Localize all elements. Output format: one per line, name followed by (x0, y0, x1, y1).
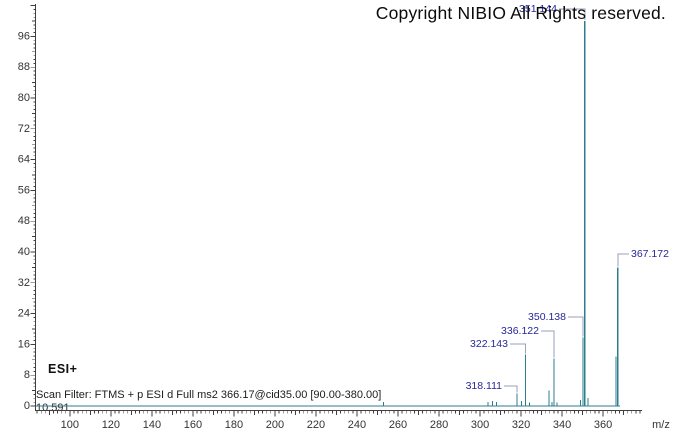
peak-leader (617, 253, 629, 267)
y-tick-label: 80 (18, 92, 30, 104)
y-tick-label: 72 (18, 123, 30, 135)
peak-label: 318.111 (466, 380, 503, 392)
y-tick-label: 64 (18, 154, 30, 166)
peak-leader (510, 343, 526, 354)
y-tick-label: 48 (18, 215, 30, 227)
y-tick-label: 32 (18, 277, 30, 289)
x-tick-label: 240 (348, 419, 366, 431)
scan-filter-text: Scan Filter: FTMS + p ESI d Full ms2 366… (36, 389, 382, 401)
retention-time-label: 10.591 (36, 402, 70, 414)
x-tick-label: 300 (471, 419, 489, 431)
x-tick-label: 320 (512, 419, 530, 431)
x-tick-label: 160 (184, 419, 202, 431)
x-tick-label: 200 (266, 419, 284, 431)
x-tick-label: 340 (553, 419, 571, 431)
y-tick-label: 0 (24, 400, 30, 412)
y-tick-label: 40 (18, 246, 30, 258)
peak-label: 367.172 (631, 248, 669, 260)
y-tick-label: 56 (18, 184, 30, 196)
peak-leader (541, 330, 555, 358)
y-tick-label: 96 (18, 30, 30, 42)
peak-label: 322.143 (470, 338, 508, 350)
ionization-mode-label: ESI+ (48, 362, 78, 376)
y-tick-label: 88 (18, 61, 30, 73)
peak-leader (568, 316, 584, 337)
x-tick-label: 280 (430, 419, 448, 431)
x-tick-label: 100 (61, 419, 79, 431)
peak-label: 336.122 (501, 325, 539, 337)
peak-label: 350.138 (528, 311, 566, 323)
x-tick-label: 360 (594, 419, 612, 431)
x-tick-label: 220 (307, 419, 325, 431)
x-tick-label: 260 (389, 419, 407, 431)
x-tick-label: 140 (143, 419, 161, 431)
y-tick-label: 16 (18, 338, 30, 350)
x-tick-label: 120 (102, 419, 120, 431)
x-tick-label: 180 (225, 419, 243, 431)
x-axis-title: m/z (652, 419, 670, 431)
copyright-text: Copyright NIBIO All Rights reserved. (375, 3, 666, 23)
peak-leader (504, 385, 518, 393)
y-tick-label: 8 (24, 369, 30, 381)
y-tick-label: 24 (18, 308, 30, 320)
